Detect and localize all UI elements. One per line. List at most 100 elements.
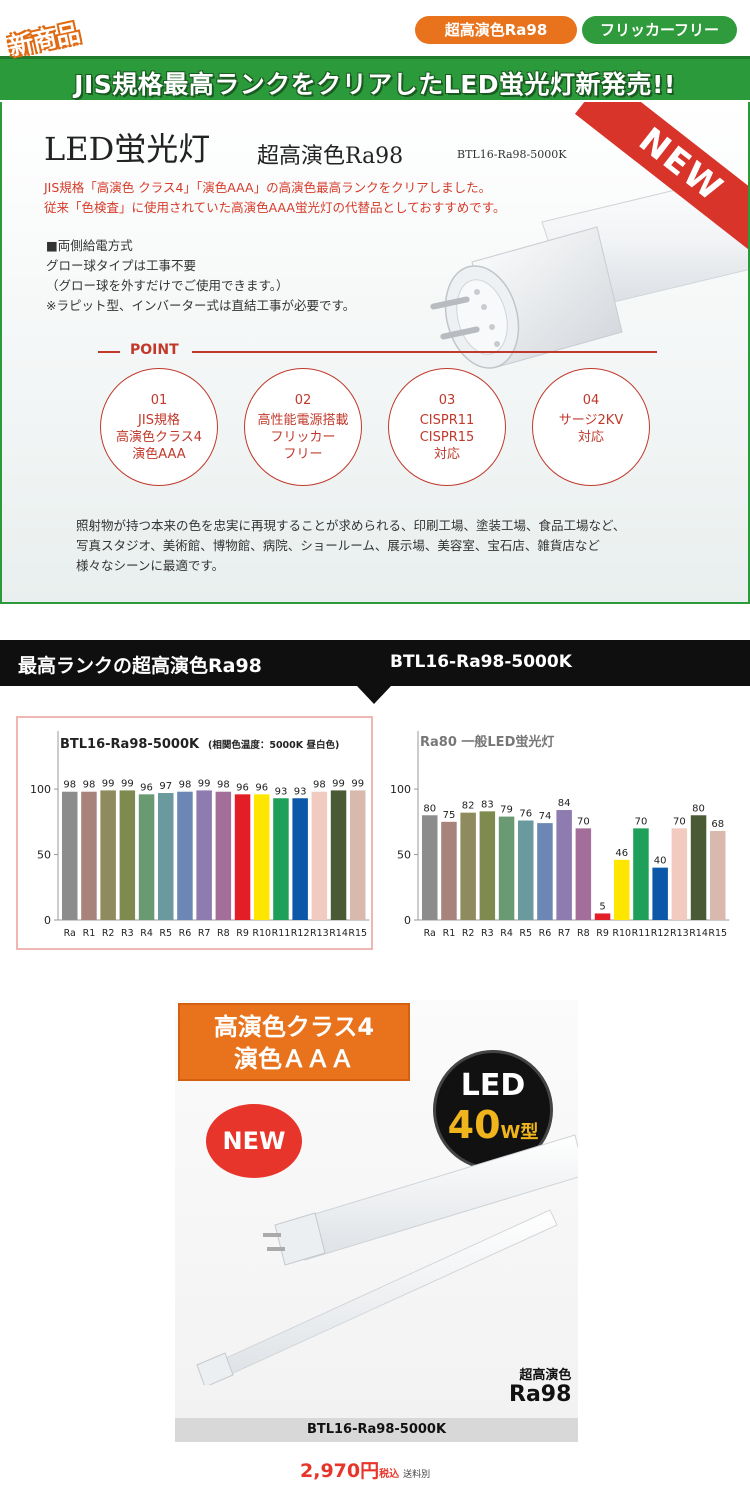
point-number: 02 [294, 393, 312, 408]
category-label: R1 [83, 928, 96, 939]
bar-r7 [556, 810, 572, 920]
bar-r10 [614, 859, 630, 920]
bar-value-label: 99 [102, 778, 115, 789]
description-line: 照射物が持つ本来の色を忠実に再現することが求められる、印刷工場、塗装工場、食品工… [76, 518, 626, 533]
bar-r6 [537, 823, 553, 920]
bar-r8 [215, 791, 232, 920]
bar-r12 [292, 798, 308, 920]
bar-r15 [710, 830, 726, 920]
chart-ra80: Ra80 一般LED蛍光灯 0 50 100 80 Ra 75 R1 82 R2 83 R3 79 R4 7… [380, 716, 737, 950]
new-badge: NEW [206, 1104, 302, 1178]
bar-value-label: 40 [654, 856, 667, 867]
bar-r10 [254, 794, 270, 920]
category-label: R15 [348, 928, 367, 939]
point-number: 01 [150, 393, 168, 408]
category-label: R4 [140, 928, 153, 939]
bar-value-label: 84 [558, 798, 571, 809]
bar-value-label: 97 [159, 781, 172, 792]
bar-r6 [177, 791, 193, 920]
bar-value-label: 96 [140, 782, 153, 793]
headline-bar: JIS規格最高ランクをクリアしたLED蛍光灯新発売!! [0, 56, 750, 100]
bar-value-label: 99 [198, 778, 211, 789]
category-label: R1 [443, 928, 456, 939]
chart-ra98-svg: BTL16-Ra98-5000K (相関色温度：5000K 昼白色) 0 50 100 9… [30, 731, 370, 939]
product-model: BTL16-Ra98-5000K [457, 148, 567, 161]
bar-ra [62, 791, 78, 920]
price-value: 2,970円 [300, 1460, 380, 1482]
bar-r1 [81, 791, 97, 920]
category-label: R11 [632, 928, 651, 939]
category-label: R5 [159, 928, 172, 939]
highlight-text: JIS規格「高演色 クラス4」「演色AAA」の高演色最高ランクをクリアしました。… [44, 178, 505, 218]
bar-value-label: 70 [577, 816, 590, 827]
bar-r4 [498, 816, 515, 920]
bar-value-label: 70 [635, 816, 648, 827]
bar-r2 [460, 812, 476, 920]
bar-value-label: 80 [692, 803, 705, 814]
bar-value-label: 93 [275, 786, 288, 797]
category-label: R11 [272, 928, 291, 939]
bar-r3 [479, 811, 496, 920]
point-label: POINT [130, 342, 179, 358]
bar-r8 [575, 828, 592, 920]
bar-value-label: 96 [255, 782, 268, 793]
led-label: LED [460, 1068, 526, 1103]
point-circle-04: 04 サージ2KV 対応 [532, 368, 650, 486]
bar-value-label: 5 [599, 901, 605, 912]
bar-r9 [234, 794, 251, 920]
y-tick-label: 100 [30, 783, 51, 796]
bar-r5 [158, 793, 174, 920]
category-label: R14 [689, 928, 708, 939]
bar-value-label: 75 [443, 810, 456, 821]
category-label: R5 [519, 928, 532, 939]
bar-r3 [119, 790, 136, 920]
y-tick-label: 0 [44, 914, 51, 927]
category-label: R12 [651, 928, 670, 939]
product-tubes-image [196, 1134, 578, 1385]
class4-line: 高演色クラス4 [213, 1013, 375, 1041]
point-number: 04 [582, 393, 600, 408]
new-product-label: 新商品 [6, 18, 83, 62]
bar-r1 [441, 821, 457, 920]
category-label: R7 [198, 928, 211, 939]
bar-value-label: 96 [236, 782, 249, 793]
chart-title: BTL16-Ra98-5000K [60, 737, 200, 752]
category-label: R7 [558, 928, 571, 939]
led-tube-hero-image [430, 182, 748, 369]
section-heading-bar: 最高ランクの超高演色Ra98 BTL16-Ra98-5000K [0, 640, 750, 686]
bar-value-label: 46 [615, 848, 628, 859]
y-tick-label: 50 [37, 849, 51, 862]
headline-title: JIS規格最高ランクをクリアしたLED蛍光灯新発売!! [74, 70, 676, 99]
point-text: CISPR11 CISPR15 対応 [419, 413, 475, 462]
bar-r14 [690, 815, 707, 920]
bar-value-label: 80 [423, 803, 436, 814]
category-label: Ra [64, 928, 76, 939]
spec-line: グロー球タイプは工事不要 [46, 258, 197, 273]
point-text: 高性能電源搭載 フリッカー フリー [257, 413, 349, 462]
bar-r7 [196, 790, 212, 920]
point-circle-02: 02 高性能電源搭載 フリッカー フリー [244, 368, 362, 486]
point-circle-01: 01 JIS規格 高演色クラス4 演色AAA [100, 368, 218, 486]
highlight-line: 従来「色検査」に使用されていた高演色AAA蛍光灯の代替品としておすすめです。 [44, 200, 506, 215]
spec-list: ■両側給電方式 グロー球タイプは工事不要 （グロー球を外すだけでご使用できます。… [46, 236, 355, 316]
point-divider-left [98, 351, 120, 353]
bar-value-label: 74 [539, 811, 552, 822]
bar-value-label: 98 [313, 780, 326, 791]
class4-line: 演色ＡＡＡ [234, 1045, 354, 1073]
description-text: 照射物が持つ本来の色を忠実に再現することが求められる、印刷工場、塗装工場、食品工… [76, 516, 625, 576]
bar-value-label: 68 [711, 819, 724, 830]
tax-label: 税込 [379, 1469, 400, 1480]
y-tick-label: 100 [390, 783, 411, 796]
category-label: R8 [577, 928, 590, 939]
highlight-line: JIS規格「高演色 クラス4」「演色AAA」の高演色最高ランクをクリアしました。 [44, 180, 492, 195]
bar-r11 [633, 828, 649, 920]
section-heading: 最高ランクの超高演色Ra98 [18, 655, 262, 677]
description-line: 様々なシーンに最適です。 [76, 558, 225, 573]
category-label: Ra [424, 928, 436, 939]
ra98-label: 超高演色 Ra98 [509, 1364, 571, 1407]
bar-r15 [350, 790, 366, 920]
category-label: R12 [291, 928, 310, 939]
product-title: LED蛍光灯 [44, 130, 211, 168]
chart-title: Ra80 一般LED蛍光灯 [420, 734, 554, 750]
section-model: BTL16-Ra98-5000K [390, 652, 572, 672]
